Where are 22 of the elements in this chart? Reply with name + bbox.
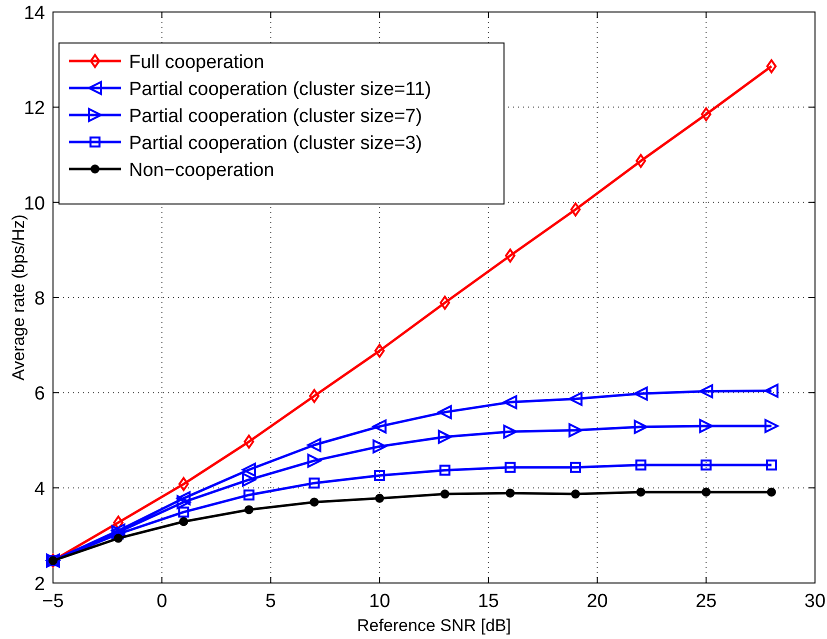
x-axis-title: Reference SNR [dB] [356, 616, 512, 635]
legend-label: Full cooperation [129, 52, 264, 73]
y-axis-title: Average rate (bps/Hz) [9, 214, 28, 380]
legend-label: Partial cooperation (cluster size=11) [129, 79, 432, 100]
y-tick-label: 4 [34, 478, 46, 500]
x-tick-label: −5 [42, 591, 64, 612]
y-tick-label: 10 [24, 193, 45, 214]
y-tick-label: 14 [24, 3, 46, 24]
x-tick-label: 15 [478, 591, 499, 612]
x-tick-label: 5 [265, 591, 276, 612]
legend-label: Non−cooperation [129, 160, 274, 181]
y-tick-label: 8 [34, 288, 45, 310]
y-tick-label: 12 [24, 98, 45, 120]
legend-label: Partial cooperation (cluster size=7) [129, 106, 422, 127]
x-tick-label: 10 [369, 591, 390, 612]
y-tick-label: 6 [34, 384, 45, 405]
x-tick-label: 0 [156, 591, 168, 612]
legend-label: Partial cooperation (cluster size=3) [129, 133, 422, 154]
x-tick-label: 20 [586, 591, 608, 612]
x-tick-label: 30 [804, 591, 826, 612]
y-tick-label: 2 [34, 574, 45, 595]
x-tick-label: 25 [696, 591, 717, 612]
